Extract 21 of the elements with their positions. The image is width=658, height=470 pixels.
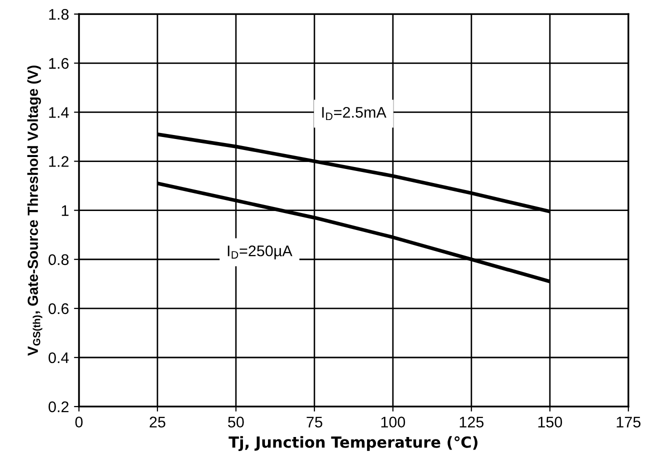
y-tick-label: 1.2: [49, 156, 68, 167]
y-tick-label: 1.6: [49, 58, 69, 69]
x-tick-label: 75: [306, 416, 322, 428]
x-tick-label: 100: [381, 416, 406, 428]
text: I$_{D}$=2.5mA: [322, 106, 386, 120]
x-tick-label: 125: [460, 416, 484, 428]
y-axis-title: V$_{GS(th)}$, Gate-Source Threshold Voltage (V): [27, 66, 42, 356]
text: I$_{D}$=250µA: [228, 245, 292, 260]
y-tick-label: 0.6: [48, 303, 69, 314]
x-tick-label: 50: [228, 416, 244, 428]
x-tick-label: 0: [75, 416, 83, 428]
y-tick-label: 1: [62, 205, 68, 216]
y-tick-label: 1.4: [49, 107, 69, 118]
x-tick-label: 25: [150, 416, 166, 428]
y-tick-label: 0.8: [48, 254, 69, 266]
y-tick-label: 1.8: [49, 8, 69, 20]
x-tick-label: 175: [616, 416, 640, 428]
y-tick-label: 0.2: [48, 401, 68, 412]
x-axis-title: Tj, Junction Temperature (℃): [228, 436, 478, 451]
x-tick-label: 150: [538, 416, 562, 428]
y-tick-label: 0.4: [48, 352, 69, 364]
